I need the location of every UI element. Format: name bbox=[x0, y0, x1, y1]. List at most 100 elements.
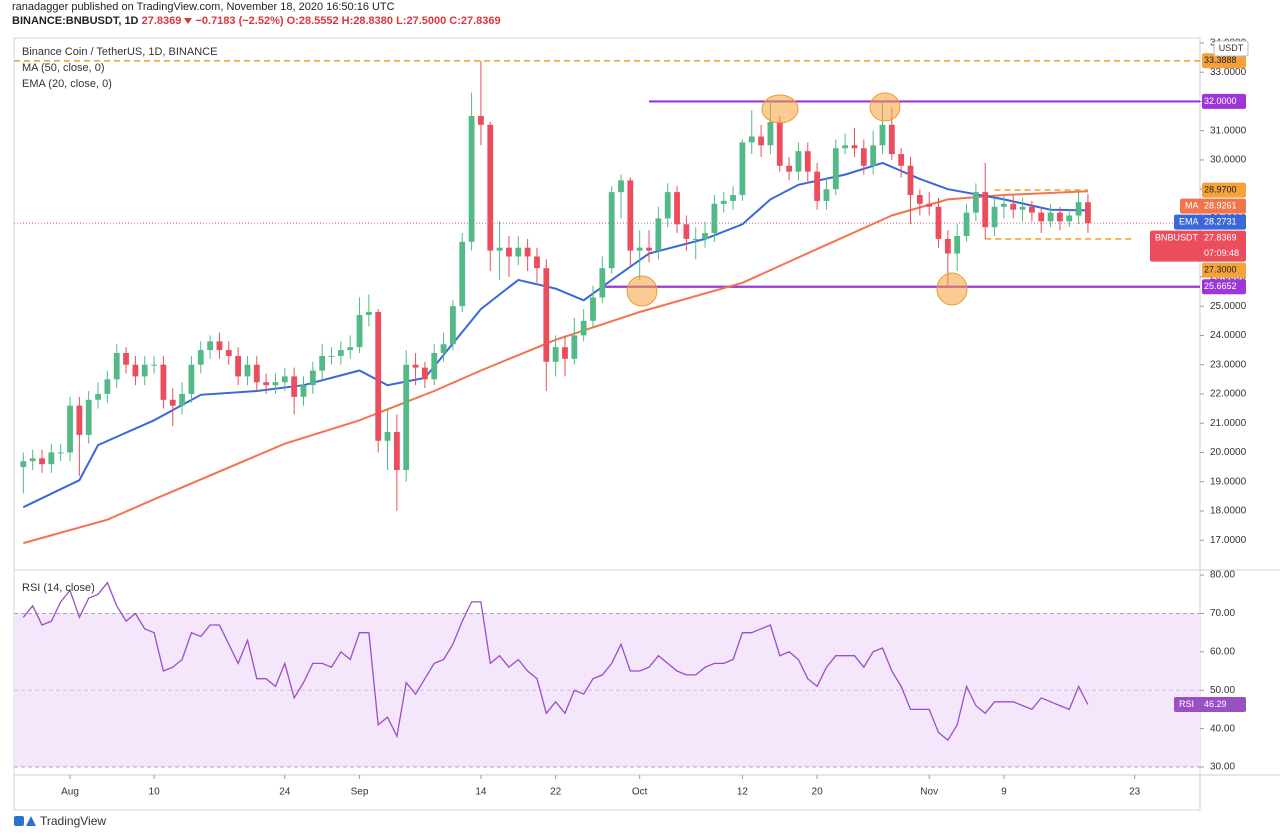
candle-body bbox=[982, 192, 989, 228]
candle-body bbox=[300, 385, 307, 397]
ohlc: O:28.5552 H:28.8380 L:27.5000 C:27.8369 bbox=[286, 15, 501, 27]
candle-body bbox=[347, 347, 354, 351]
candle-body bbox=[954, 235, 961, 254]
price-tag-value: 27.3000 bbox=[1204, 264, 1237, 274]
candle-body bbox=[524, 247, 531, 257]
price-tag-name: MA bbox=[1185, 200, 1199, 210]
x-tick-label: 9 bbox=[1001, 787, 1007, 798]
candle-body bbox=[95, 393, 101, 400]
candle-body bbox=[730, 195, 736, 201]
candle-body bbox=[478, 116, 484, 125]
price-tag-value: 28.9261 bbox=[1204, 200, 1237, 210]
y-tick-label: 18.0000 bbox=[1210, 506, 1247, 517]
candle-body bbox=[944, 238, 951, 254]
highlight-circle bbox=[626, 275, 658, 307]
rsi-title: RSI (14, close) bbox=[22, 582, 95, 594]
price-tag-name: RSI bbox=[1179, 699, 1194, 709]
candle-body bbox=[356, 314, 363, 348]
rsi-y-tick-label: 30.00 bbox=[1210, 762, 1235, 773]
legend-ma: MA (50, close, 0) bbox=[22, 62, 105, 74]
candle-body bbox=[235, 355, 242, 377]
currency: USDT bbox=[1219, 43, 1244, 53]
candle-body bbox=[141, 364, 148, 377]
x-tick-label: 14 bbox=[475, 787, 487, 798]
candle-body bbox=[468, 116, 475, 242]
candle-body bbox=[169, 399, 176, 406]
countdown: 07:09:48 bbox=[1204, 248, 1239, 258]
price-tag bbox=[1150, 230, 1246, 262]
candle-body bbox=[907, 165, 914, 196]
y-tick-label: 30.0000 bbox=[1210, 155, 1247, 166]
candle-body bbox=[253, 364, 260, 383]
price-tag-value: 28.2731 bbox=[1204, 216, 1237, 226]
candle-body bbox=[870, 145, 877, 166]
candle-body bbox=[113, 352, 120, 380]
x-tick-label: Nov bbox=[920, 787, 938, 798]
y-tick-label: 22.0000 bbox=[1210, 389, 1247, 400]
x-tick-label: 22 bbox=[550, 787, 562, 798]
candle-body bbox=[179, 393, 185, 406]
candle-body bbox=[692, 238, 699, 240]
price-tag-value: 27.8369 bbox=[1204, 232, 1237, 242]
indicator-line bbox=[22, 161, 1088, 509]
candle-body bbox=[412, 364, 419, 368]
annotations bbox=[626, 92, 968, 307]
candle-body bbox=[1010, 203, 1017, 210]
candle-body bbox=[440, 344, 447, 353]
candle-body bbox=[328, 355, 335, 357]
candle-body bbox=[20, 461, 27, 468]
candle-body bbox=[319, 355, 326, 371]
candle-body bbox=[459, 241, 466, 307]
candle-body bbox=[683, 224, 690, 239]
candle-body bbox=[1000, 203, 1007, 207]
candle-body bbox=[1066, 215, 1073, 222]
y-tick-label: 17.0000 bbox=[1210, 535, 1247, 546]
price-tag-value: 46.29 bbox=[1204, 699, 1227, 709]
candle-body bbox=[823, 189, 830, 201]
candle-body bbox=[515, 247, 522, 257]
candle-body bbox=[431, 352, 438, 380]
candle-body bbox=[860, 148, 867, 166]
price-tag-value: 32.0000 bbox=[1204, 96, 1237, 106]
candle-body bbox=[375, 312, 382, 441]
x-tick-label: 20 bbox=[812, 787, 824, 798]
candle-body bbox=[832, 148, 839, 190]
candle-body bbox=[263, 382, 270, 386]
legend-ema: EMA (20, close, 0) bbox=[22, 78, 112, 90]
candle-body bbox=[720, 200, 727, 204]
candle-body bbox=[506, 247, 512, 257]
candle-body bbox=[291, 376, 298, 397]
x-tick-label: Sep bbox=[351, 787, 369, 798]
y-tick-label: 24.0000 bbox=[1210, 330, 1247, 341]
y-tick-label: 33.0000 bbox=[1210, 67, 1247, 78]
candle-body bbox=[758, 136, 764, 146]
candle-body bbox=[1085, 202, 1091, 224]
candle-body bbox=[898, 154, 905, 166]
x-tick-label: 23 bbox=[1129, 787, 1141, 798]
y-tick-label: 20.0000 bbox=[1210, 447, 1247, 458]
rsi-y-tick-label: 60.00 bbox=[1210, 646, 1235, 657]
x-tick-label: Oct bbox=[632, 787, 648, 798]
candle-body bbox=[562, 347, 568, 359]
candle-body bbox=[39, 458, 45, 465]
candle-body bbox=[422, 367, 428, 380]
y-tick-label: 23.0000 bbox=[1210, 359, 1247, 370]
price-tag-value: 28.9700 bbox=[1204, 184, 1237, 194]
x-tick-label: Aug bbox=[61, 787, 79, 798]
candle-body bbox=[711, 203, 718, 234]
logo-icon bbox=[26, 816, 36, 826]
y-tick-label: 25.0000 bbox=[1210, 301, 1247, 312]
price-tag bbox=[1202, 182, 1246, 198]
candle-body bbox=[963, 212, 970, 236]
symbol-line: BINANCE:BNBUSDT, 1D 27.8369 −0.7183 (−2.… bbox=[12, 14, 501, 28]
highlight-circle bbox=[936, 272, 968, 306]
candle-body bbox=[188, 364, 195, 394]
candle-body bbox=[123, 352, 129, 365]
candle-body bbox=[216, 341, 223, 351]
price-tag-value: 25.6652 bbox=[1204, 281, 1237, 291]
x-tick-label: 10 bbox=[149, 787, 161, 798]
candle-body bbox=[842, 145, 849, 149]
candle-body bbox=[748, 136, 755, 143]
candle-body bbox=[197, 350, 204, 365]
